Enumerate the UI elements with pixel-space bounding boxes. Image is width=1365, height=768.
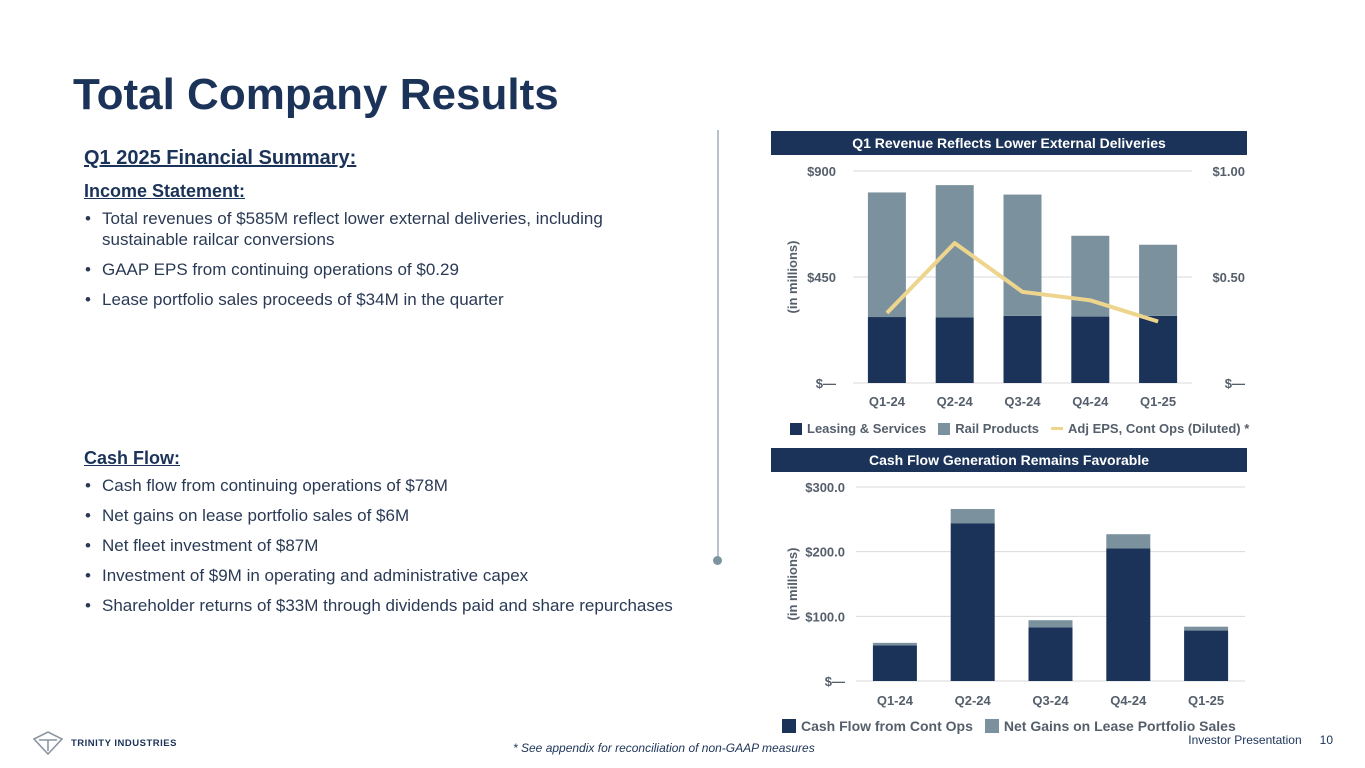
bar-bottom	[1106, 548, 1151, 681]
bar-top	[1184, 626, 1229, 631]
y-tick-label: $450	[807, 270, 836, 285]
bar-bottom	[872, 645, 917, 681]
revenue-chart-title: Q1 Revenue Reflects Lower External Deliv…	[771, 131, 1247, 155]
list-item: Shareholder returns of $33M through divi…	[84, 595, 684, 616]
revenue-chart: $— $450 $900 $— $0.50 $1.00 (in millions) Q1-24…	[785, 164, 1245, 409]
income-statement-list: Total revenues of $585M reflect lower ex…	[84, 208, 684, 310]
bar-top	[1028, 620, 1073, 628]
legend-label: Cash Flow from Cont Ops	[801, 718, 973, 734]
legend-item-rail-products: Rail Products	[938, 421, 1039, 436]
legend-item-net-gains: Net Gains on Lease Portfolio Sales	[984, 718, 1236, 734]
bar-bottom	[1139, 315, 1178, 383]
legend-swatch	[1051, 427, 1064, 430]
legend-label: Rail Products	[955, 421, 1040, 436]
cash-flow-chart-title: Cash Flow Generation Remains Favorable	[771, 448, 1247, 472]
legend-item-adj-eps: Adj EPS, Cont Ops (Diluted) *	[1051, 421, 1249, 436]
x-tick-label: Q4-24	[1072, 394, 1109, 409]
bar-bottom	[867, 317, 906, 383]
company-logo: TRINITY INDUSTRIES	[33, 731, 177, 755]
footer-right: Investor Presentation 10	[1188, 733, 1333, 747]
trinity-logo-icon	[33, 731, 63, 755]
y-tick-label: $200.0	[805, 545, 845, 560]
y-tick-label: $100.0	[805, 609, 845, 624]
cash-flow-summary: Cash Flow: Cash flow from continuing ope…	[84, 448, 684, 625]
x-tick-label: Q2-24	[937, 394, 974, 409]
y-tick-label: $300.0	[805, 480, 845, 495]
x-tick-label: Q1-24	[877, 693, 914, 708]
page-title: Total Company Results	[73, 70, 559, 119]
x-tick-label: Q1-24	[869, 394, 906, 409]
bar-bottom	[1071, 316, 1110, 383]
y2-tick-label: $—	[1225, 376, 1245, 391]
presentation-label: Investor Presentation	[1188, 733, 1302, 747]
list-item: Net gains on lease portfolio sales of $6…	[84, 505, 684, 526]
cash-flow-chart-legend: Cash Flow from Cont Ops Net Gains on Lea…	[782, 718, 1242, 734]
bar-top	[867, 192, 906, 318]
y-tick-label: $900	[807, 164, 836, 179]
cash-flow-chart: $— $100.0 $200.0 $300.0 (in millions) Q1-24 Q2…	[785, 480, 1245, 708]
y-tick-label: $—	[816, 376, 836, 391]
revenue-chart-legend: Leasing & Services Rail Products Adj EPS…	[790, 421, 1255, 436]
bar-bottom	[950, 523, 995, 681]
bar-top	[872, 642, 917, 646]
y2-tick-label: $1.00	[1212, 164, 1245, 179]
summary-heading: Q1 2025 Financial Summary:	[84, 147, 357, 169]
y-axis-label: (in millions)	[785, 241, 800, 314]
legend-swatch	[938, 422, 951, 435]
legend-swatch	[790, 422, 802, 435]
list-item: Investment of $9M in operating and admin…	[84, 565, 684, 586]
x-tick-label: Q1-25	[1140, 394, 1176, 409]
divider-line	[717, 130, 719, 558]
list-item: Net fleet investment of $87M	[84, 535, 684, 556]
bar-bottom	[1184, 630, 1229, 681]
legend-item-cash-flow: Cash Flow from Cont Ops	[782, 718, 973, 734]
divider-dot	[713, 556, 722, 565]
x-tick-label: Q2-24	[955, 693, 992, 708]
x-tick-label: Q3-24	[1032, 693, 1069, 708]
bar-bottom	[1028, 627, 1073, 681]
bar-top	[950, 508, 995, 524]
bar-bottom	[1003, 315, 1042, 383]
footnote: * See appendix for reconciliation of non…	[513, 741, 815, 755]
legend-label: Leasing & Services	[807, 421, 927, 436]
list-item: Lease portfolio sales proceeds of $34M i…	[84, 289, 684, 310]
list-item: GAAP EPS from continuing operations of $…	[84, 259, 684, 280]
bar-top	[1106, 534, 1151, 549]
bar-top	[1003, 194, 1042, 316]
cash-flow-list: Cash flow from continuing operations of …	[84, 475, 684, 616]
bar-top	[1139, 244, 1178, 316]
y2-tick-label: $0.50	[1212, 270, 1245, 285]
x-tick-label: Q1-25	[1188, 693, 1224, 708]
bar-bottom	[935, 317, 974, 383]
legend-swatch	[984, 719, 999, 733]
legend-label: Adj EPS, Cont Ops (Diluted) *	[1068, 421, 1250, 436]
eps-series-line	[885, 241, 1159, 324]
legend-label: Net Gains on Lease Portfolio Sales	[1003, 718, 1236, 734]
financial-summary: Q1 2025 Financial Summary: Income Statem…	[84, 147, 684, 319]
legend-swatch	[782, 719, 796, 733]
legend-item-leasing: Leasing & Services	[790, 421, 926, 436]
cash-flow-heading: Cash Flow:	[84, 448, 181, 468]
list-item: Total revenues of $585M reflect lower ex…	[84, 208, 684, 250]
income-statement-heading: Income Statement:	[84, 181, 246, 201]
x-tick-label: Q3-24	[1004, 394, 1041, 409]
page-number: 10	[1319, 733, 1333, 747]
logo-text: TRINITY INDUSTRIES	[71, 737, 177, 749]
list-item: Cash flow from continuing operations of …	[84, 475, 684, 496]
y-tick-label: $—	[825, 674, 845, 689]
x-tick-label: Q4-24	[1110, 693, 1147, 708]
y-axis-label: (in millions)	[785, 548, 800, 621]
